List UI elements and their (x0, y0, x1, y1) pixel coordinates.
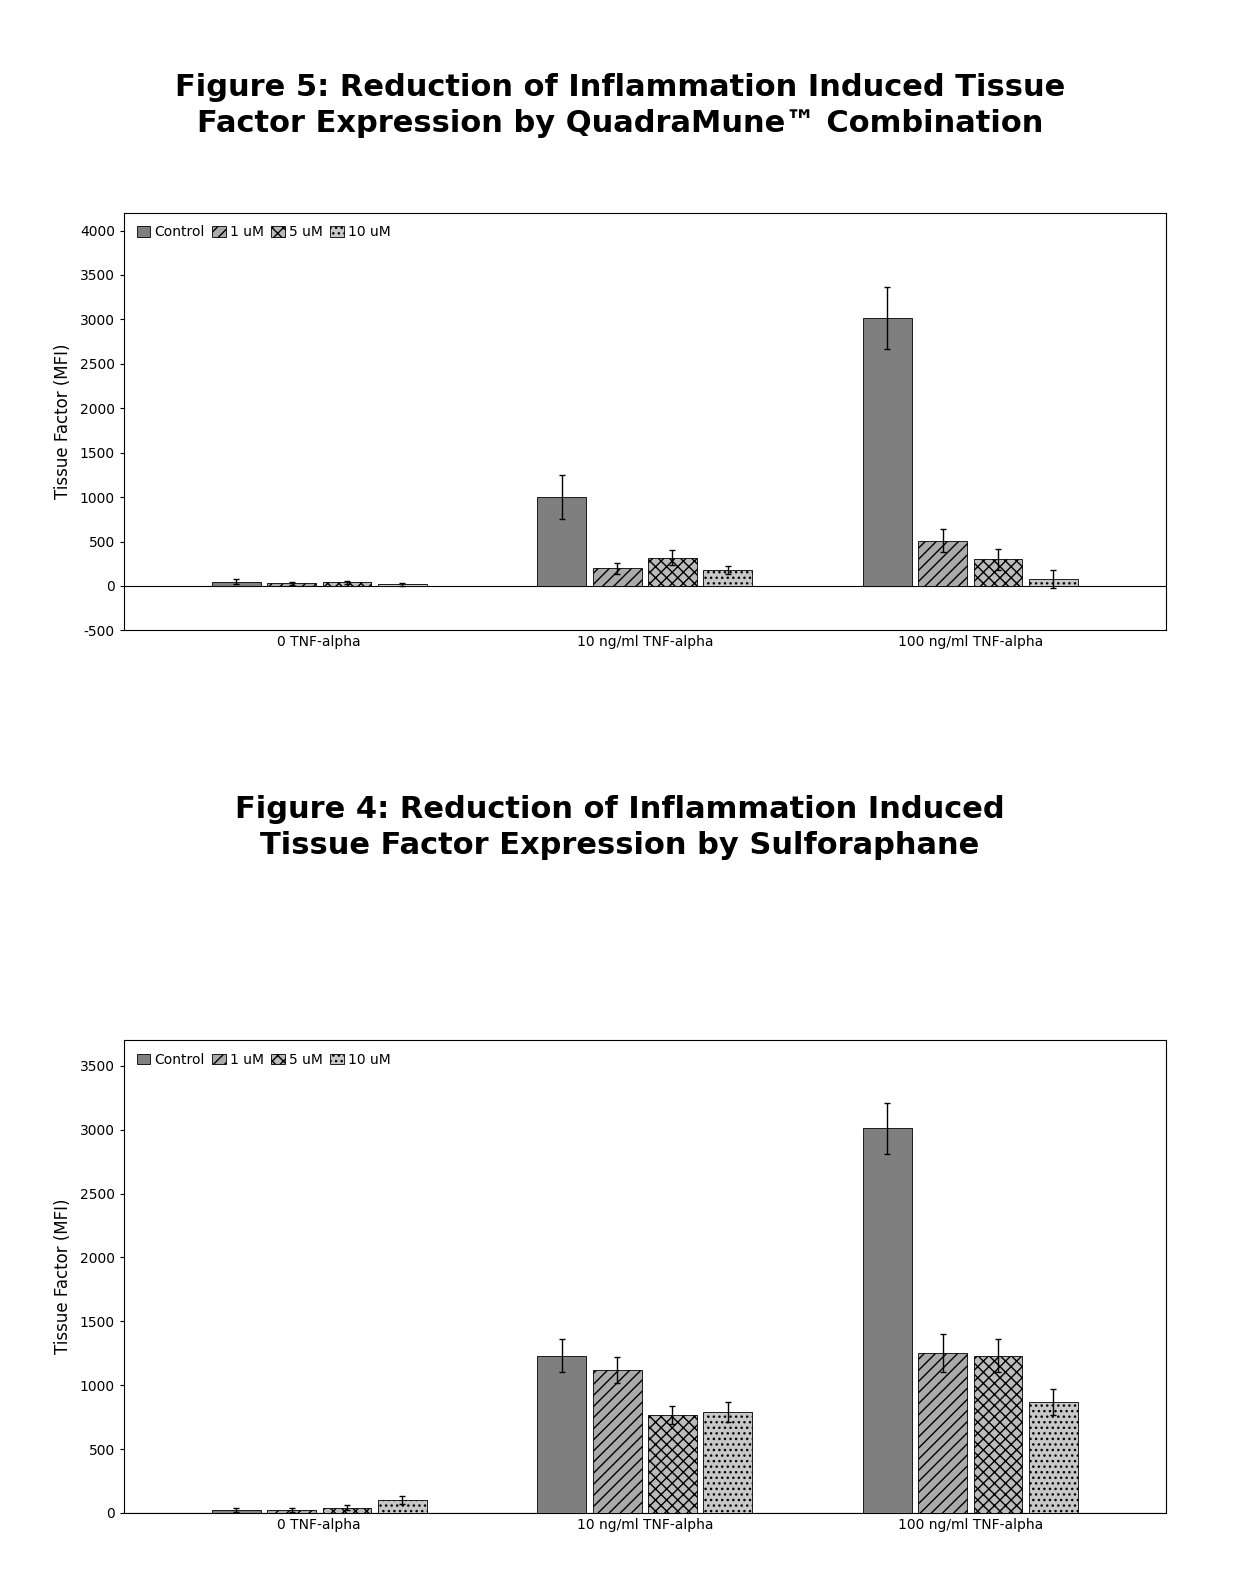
Y-axis label: Tissue Factor (MFI): Tissue Factor (MFI) (53, 344, 72, 500)
Bar (378, 585, 427, 586)
Text: Figure 5: Reduction of Inflammation Induced Tissue
Factor Expression by QuadraMu: Figure 5: Reduction of Inflammation Indu… (175, 72, 1065, 139)
Bar (593, 569, 641, 586)
Bar (863, 1128, 911, 1513)
Bar (703, 571, 753, 586)
Bar (973, 559, 1022, 586)
Bar (267, 1510, 316, 1513)
Bar (378, 1500, 427, 1513)
Bar (649, 558, 697, 586)
Text: Figure 4: Reduction of Inflammation Induced
Tissue Factor Expression by Sulforap: Figure 4: Reduction of Inflammation Indu… (236, 794, 1004, 860)
Legend: Control, 1 uM, 5 uM, 10 uM: Control, 1 uM, 5 uM, 10 uM (131, 219, 396, 244)
Legend: Control, 1 uM, 5 uM, 10 uM: Control, 1 uM, 5 uM, 10 uM (131, 1046, 396, 1072)
Bar (1029, 578, 1078, 586)
Bar (973, 1355, 1022, 1513)
Bar (918, 1354, 967, 1513)
Bar (918, 541, 967, 586)
Bar (1029, 1401, 1078, 1513)
Bar (322, 1508, 371, 1513)
Bar (703, 1412, 753, 1513)
Bar (537, 496, 587, 586)
Bar (212, 1510, 260, 1513)
Bar (593, 1370, 641, 1513)
Bar (212, 582, 260, 586)
Bar (267, 583, 316, 586)
Bar (863, 318, 911, 586)
Y-axis label: Tissue Factor (MFI): Tissue Factor (MFI) (53, 1199, 72, 1354)
Bar (322, 583, 371, 586)
Bar (537, 1355, 587, 1513)
Bar (649, 1415, 697, 1513)
